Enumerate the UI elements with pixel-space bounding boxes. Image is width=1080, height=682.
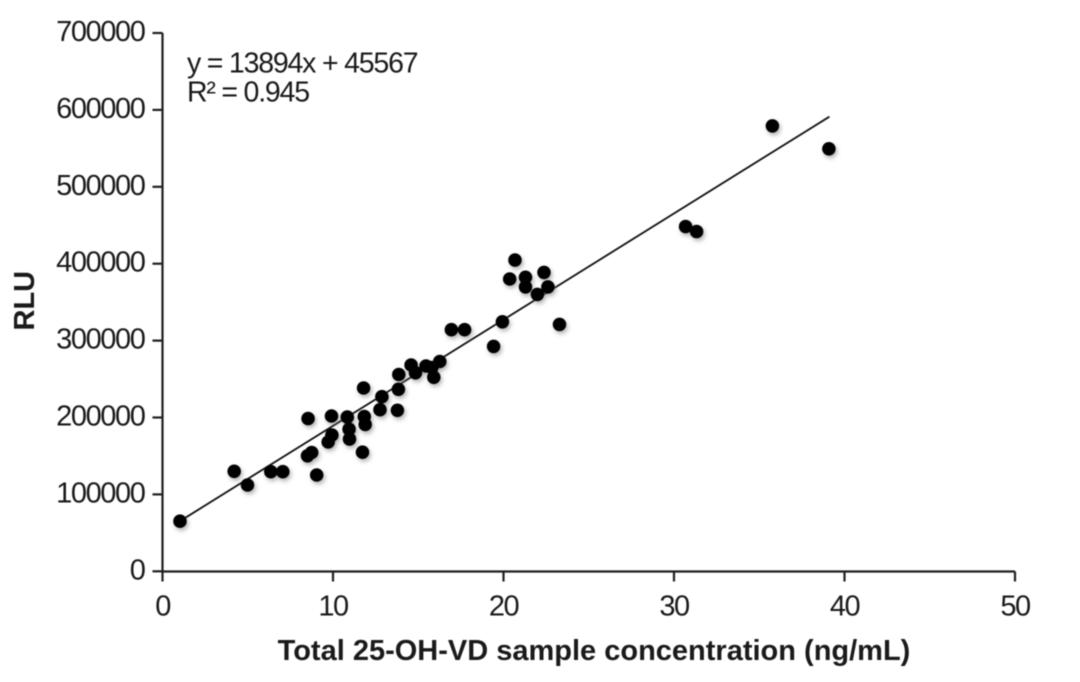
svg-text:Total 25-OH-VD sample concentr: Total 25-OH-VD sample concentration (ng/… [278,635,911,667]
svg-text:200000: 200000 [56,401,145,433]
svg-text:R² = 0.945: R² = 0.945 [187,77,309,109]
svg-text:700000: 700000 [56,16,145,48]
svg-text:300000: 300000 [56,324,145,356]
svg-text:y = 13894x + 45567: y = 13894x + 45567 [187,48,418,80]
svg-text:400000: 400000 [56,247,145,279]
svg-text:100000: 100000 [56,477,145,509]
svg-text:0: 0 [130,554,145,586]
svg-text:40: 40 [830,591,860,623]
svg-text:20: 20 [489,591,519,623]
svg-text:RLU: RLU [9,271,41,331]
svg-text:30: 30 [659,591,689,623]
svg-text:600000: 600000 [56,93,145,125]
svg-text:0: 0 [155,591,170,623]
svg-text:10: 10 [318,591,348,623]
svg-text:50: 50 [1000,591,1030,623]
svg-text:500000: 500000 [56,170,145,202]
